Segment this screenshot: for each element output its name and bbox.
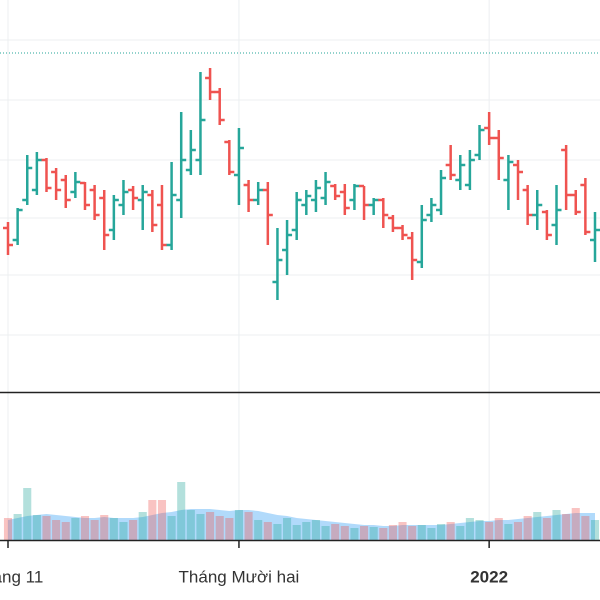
volume-bar [465, 518, 474, 540]
volume-bar [388, 525, 397, 540]
volume-bar [129, 520, 138, 540]
volume-ma-area [8, 509, 595, 540]
volume-bar [100, 515, 109, 540]
volume-bar [283, 518, 292, 540]
volume-bar [42, 516, 51, 540]
volume-bar [417, 525, 426, 540]
volume-bar [186, 510, 195, 540]
volume-bar [177, 482, 186, 540]
volume-bar [321, 526, 330, 540]
volume-bar [408, 526, 417, 540]
volume-bar [52, 520, 61, 540]
volume-bar [311, 520, 320, 540]
volume-bar [157, 500, 167, 540]
x-tick-label: Tháng Mười hai [179, 567, 300, 586]
volume-bar [254, 520, 263, 540]
volume-bar [340, 526, 349, 540]
volume-bar [61, 522, 70, 540]
volume-bar [379, 528, 388, 540]
volume-bar [90, 520, 99, 540]
volume-bar [80, 516, 90, 540]
volume-bar [504, 524, 513, 540]
volume-bar [398, 522, 407, 540]
volume-bar [148, 500, 157, 540]
volume-bar [581, 516, 590, 540]
volume-bar [456, 526, 465, 540]
volume-bar [513, 522, 523, 540]
volume-bar [263, 522, 272, 540]
x-tick-label: Tháng 11 [0, 567, 43, 586]
volume-bar [3, 518, 13, 540]
volume-bar [590, 520, 600, 540]
volume-bar [485, 522, 494, 540]
volume-bar [244, 512, 253, 540]
volume-bar [571, 508, 580, 540]
volume-bar [138, 512, 147, 540]
volume-bar [552, 510, 561, 540]
volume-bar [71, 518, 80, 540]
volume-bar [292, 525, 301, 540]
price-panel [0, 52, 600, 300]
volume-bar [215, 516, 224, 540]
volume-bar [523, 516, 532, 540]
volume-bar [109, 518, 118, 540]
volume-bar [13, 514, 22, 540]
volume-bar [302, 522, 311, 540]
volume-bar [119, 522, 128, 540]
volume-bar [562, 514, 571, 540]
volume-bar [436, 524, 446, 540]
x-tick-label: 2022 [470, 567, 508, 586]
volume-bar [542, 518, 551, 540]
volume-bar [167, 516, 176, 540]
volume-bar [23, 488, 32, 540]
volume-bar [446, 522, 455, 540]
volume-panel [3, 482, 600, 540]
x-axis: Tháng 11 Tháng Mười hai 2022 [0, 540, 508, 586]
volume-bar [475, 520, 484, 540]
volume-bar [533, 512, 542, 540]
grid [0, 0, 600, 540]
volume-bar [369, 527, 378, 540]
volume-bar [350, 528, 359, 540]
volume-bar [360, 526, 369, 540]
volume-bar [273, 524, 282, 540]
volume-bar [32, 515, 41, 540]
volume-bar [234, 510, 243, 540]
volume-bar [494, 518, 503, 540]
volume-bar [331, 524, 340, 540]
volume-bar [196, 514, 205, 540]
volume-bar [225, 518, 234, 540]
volume-bar [427, 528, 436, 540]
volume-bar [206, 512, 215, 540]
